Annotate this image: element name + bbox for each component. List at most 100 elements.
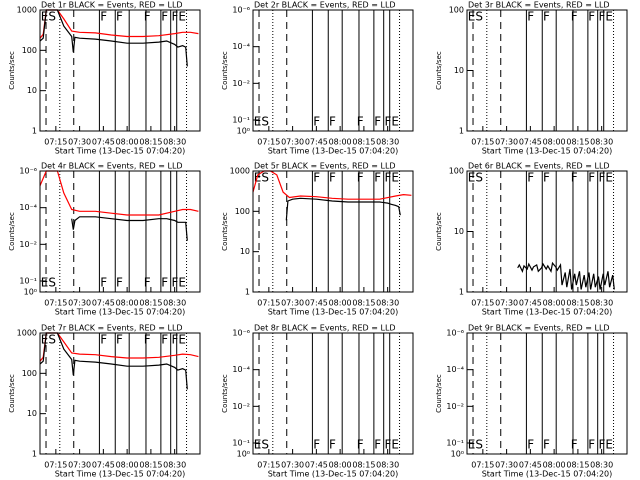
y-tick-label: 100 bbox=[22, 46, 37, 55]
y-tick-label: 10⁻⁴ bbox=[19, 203, 37, 212]
y-axis-label: Counts/sec bbox=[8, 374, 16, 413]
event-annotation: ES bbox=[254, 171, 269, 185]
y-tick-label: 10⁰ bbox=[237, 450, 250, 459]
event-annotation: ES bbox=[468, 10, 483, 24]
x-tick-label: 07:15 bbox=[44, 299, 67, 308]
plot-frame bbox=[466, 332, 628, 455]
x-tick-label: 07:45 bbox=[92, 138, 115, 147]
x-tick-label: 07:15 bbox=[257, 138, 280, 147]
x-tick-label: 08:30 bbox=[163, 461, 186, 470]
y-tick-label: 10 bbox=[454, 66, 464, 75]
y-tick-label: 1 bbox=[32, 450, 37, 459]
x-tick-label: 08:15 bbox=[352, 138, 375, 147]
series-line bbox=[39, 170, 199, 216]
x-tick-label: 08:00 bbox=[116, 138, 139, 147]
x-axis-label: Start Time (13-Dec-15 07:04:20) bbox=[55, 470, 186, 479]
plot-frame bbox=[39, 9, 201, 132]
event-annotation: F bbox=[357, 115, 364, 129]
event-annotation: ES bbox=[468, 438, 483, 452]
event-annotation: ES bbox=[41, 333, 56, 347]
event-annotation: F bbox=[116, 333, 123, 347]
event-annotation: FE bbox=[384, 171, 398, 185]
panel-title: Det 9r BLACK = Events, RED = LLD bbox=[468, 324, 610, 333]
x-tick-label: 08:30 bbox=[163, 299, 186, 308]
event-annotation: F bbox=[527, 171, 534, 185]
event-annotation: FE bbox=[171, 10, 185, 24]
x-tick-label: 08:15 bbox=[352, 461, 375, 470]
y-tick-label: 10⁰ bbox=[237, 127, 250, 136]
panel-title: Det 3r BLACK = Events, RED = LLD bbox=[468, 1, 610, 10]
y-tick-label: 1000 bbox=[17, 6, 37, 15]
event-annotation: F bbox=[116, 10, 123, 24]
y-tick-label: 10⁻¹ bbox=[446, 439, 464, 448]
x-tick-label: 07:45 bbox=[519, 461, 542, 470]
x-axis-label: Start Time (13-Dec-15 07:04:20) bbox=[482, 308, 613, 317]
y-axis-label: Counts/sec bbox=[435, 212, 443, 251]
x-tick-label: 07:45 bbox=[519, 138, 542, 147]
x-tick-label: 08:00 bbox=[116, 461, 139, 470]
x-tick-label: 07:45 bbox=[305, 299, 328, 308]
event-annotation: F bbox=[374, 171, 381, 185]
event-annotation: FE bbox=[384, 438, 398, 452]
panel-title: Det 7r BLACK = Events, RED = LLD bbox=[41, 324, 183, 333]
panel-title: Det 6r BLACK = Events, RED = LLD bbox=[468, 162, 610, 171]
event-annotation: F bbox=[357, 438, 364, 452]
y-tick-label: 10⁻⁶ bbox=[232, 6, 250, 15]
x-tick-label: 08:00 bbox=[543, 299, 566, 308]
x-tick-label: 07:30 bbox=[281, 138, 304, 147]
y-axis-label: Counts/sec bbox=[8, 212, 16, 251]
x-tick-label: 07:15 bbox=[471, 299, 494, 308]
y-axis-label: Counts/sec bbox=[435, 51, 443, 90]
y-axis-label: Counts/sec bbox=[221, 212, 229, 251]
y-tick-label: 10⁻⁴ bbox=[232, 42, 250, 51]
event-annotation: F bbox=[144, 333, 151, 347]
x-tick-label: 07:15 bbox=[44, 138, 67, 147]
y-tick-label: 10 bbox=[27, 409, 37, 418]
panel-title: Det 2r BLACK = Events, RED = LLD bbox=[254, 1, 396, 10]
series-line bbox=[39, 9, 188, 67]
y-tick-label: 10⁻¹ bbox=[232, 439, 250, 448]
plot-frame bbox=[252, 9, 414, 132]
x-tick-label: 07:45 bbox=[305, 461, 328, 470]
y-tick-label: 100 bbox=[235, 207, 250, 216]
panel-title: Det 4r BLACK = Events, RED = LLD bbox=[41, 162, 183, 171]
x-tick-label: 07:15 bbox=[257, 299, 280, 308]
event-annotation: F bbox=[100, 10, 107, 24]
x-tick-label: 08:30 bbox=[376, 461, 399, 470]
y-tick-label: 10⁻² bbox=[446, 402, 464, 411]
event-annotation: F bbox=[161, 333, 168, 347]
y-tick-label: 1 bbox=[459, 288, 464, 297]
event-annotation: F bbox=[527, 438, 534, 452]
event-annotation: F bbox=[374, 438, 381, 452]
event-annotation: F bbox=[543, 438, 550, 452]
y-tick-label: 100 bbox=[22, 369, 37, 378]
panel-title: Det 8r BLACK = Events, RED = LLD bbox=[254, 324, 396, 333]
y-axis-label: Counts/sec bbox=[435, 374, 443, 413]
event-annotation: F bbox=[161, 276, 168, 290]
y-tick-label: 10⁻⁶ bbox=[446, 329, 464, 338]
plot-frame bbox=[466, 170, 628, 293]
x-tick-label: 07:15 bbox=[257, 461, 280, 470]
event-annotation: ES bbox=[468, 171, 483, 185]
event-annotation: F bbox=[329, 171, 336, 185]
event-annotation: F bbox=[144, 10, 151, 24]
y-tick-label: 1 bbox=[32, 127, 37, 136]
event-annotation: FE bbox=[171, 276, 185, 290]
event-annotation: F bbox=[374, 115, 381, 129]
x-tick-label: 08:00 bbox=[329, 138, 352, 147]
event-annotation: FE bbox=[171, 333, 185, 347]
event-annotation: F bbox=[161, 10, 168, 24]
event-annotation: F bbox=[100, 333, 107, 347]
event-annotation: F bbox=[571, 171, 578, 185]
x-tick-label: 07:45 bbox=[92, 461, 115, 470]
event-annotation: F bbox=[313, 171, 320, 185]
panel-title: Det 1r BLACK = Events, RED = LLD bbox=[41, 1, 183, 10]
x-tick-label: 07:15 bbox=[471, 461, 494, 470]
y-axis-label: Counts/sec bbox=[8, 51, 16, 90]
x-tick-label: 08:15 bbox=[139, 461, 162, 470]
x-axis-label: Start Time (13-Dec-15 07:04:20) bbox=[268, 470, 399, 479]
y-tick-label: 10 bbox=[454, 227, 464, 236]
x-tick-label: 08:00 bbox=[543, 138, 566, 147]
event-annotation: F bbox=[571, 10, 578, 24]
